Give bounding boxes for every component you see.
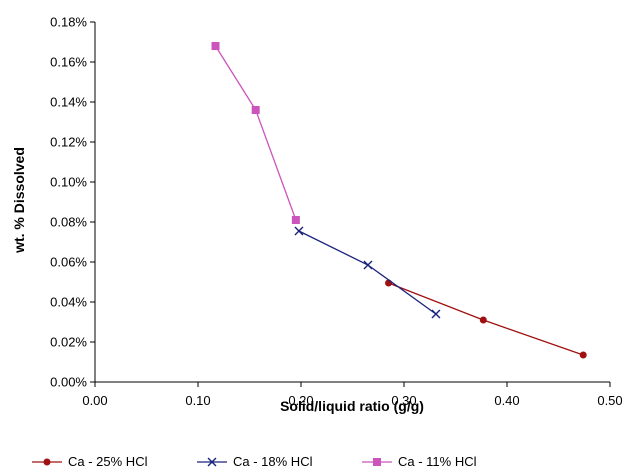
y-tick-label: 0.02% xyxy=(50,335,87,350)
x-tick-label: 0.40 xyxy=(494,393,519,408)
x-tick-label: 0.10 xyxy=(185,393,210,408)
y-tick-label: 0.12% xyxy=(50,135,87,150)
x-tick-label: 0.30 xyxy=(391,393,416,408)
y-axis-title: wt. % Dissolved xyxy=(11,147,27,254)
series-2 xyxy=(294,226,441,319)
y-tick-label: 0.00% xyxy=(50,375,87,390)
data-point xyxy=(579,351,587,359)
data-point xyxy=(431,309,441,319)
legend-item: Ca - 11% HCl xyxy=(362,454,477,469)
y-tick-label: 0.16% xyxy=(50,55,87,70)
y-tick-label: 0.06% xyxy=(50,255,87,270)
axes xyxy=(90,21,611,387)
y-tick-label: 0.18% xyxy=(50,15,87,30)
series-3 xyxy=(211,42,300,224)
series-1 xyxy=(385,279,587,359)
series-layer xyxy=(211,42,587,359)
y-tick-label: 0.04% xyxy=(50,295,87,310)
legend: Ca - 25% HCl Ca - 18% HCl Ca - 11% HCl xyxy=(32,454,477,469)
data-point xyxy=(479,316,487,324)
x-tick-label: 0.50 xyxy=(597,393,622,408)
data-point xyxy=(291,216,300,224)
x-axis-title: Solid/liquid ratio (g/g) xyxy=(280,398,424,414)
data-point xyxy=(211,42,220,50)
legend-label: Ca - 25% HCl xyxy=(68,454,148,469)
x-tick-label: 0.00 xyxy=(82,393,107,408)
series-line xyxy=(214,45,297,221)
legend-item: Ca - 25% HCl xyxy=(32,454,148,469)
y-tick-label: 0.10% xyxy=(50,175,87,190)
legend-marker xyxy=(43,458,51,466)
legend-marker xyxy=(207,457,217,467)
y-tick-label: 0.08% xyxy=(50,215,87,230)
data-point xyxy=(363,260,373,270)
legend-label: Ca - 11% HCl xyxy=(398,454,477,469)
y-tick-label: 0.14% xyxy=(50,95,87,110)
data-point xyxy=(294,226,304,236)
series-line xyxy=(298,230,437,315)
data-point xyxy=(251,106,260,114)
tick-labels: 0.00 0.10 0.20 0.30 0.40 0.50 0.00% 0.02% 0.04% 0… xyxy=(50,15,623,409)
legend-marker xyxy=(373,458,381,466)
legend-label: Ca - 18% HCl xyxy=(233,454,313,469)
legend-item: Ca - 18% HCl xyxy=(197,454,313,469)
x-tick-label: 0.20 xyxy=(288,393,313,408)
